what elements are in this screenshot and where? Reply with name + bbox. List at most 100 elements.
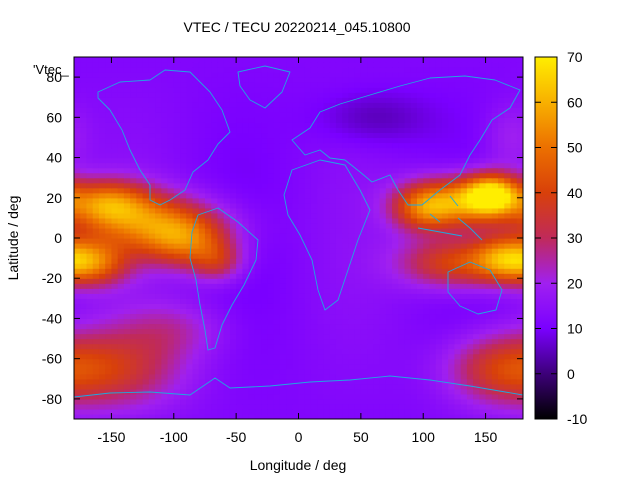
heatmap-cell [423,333,431,340]
heatmap-cell [348,112,356,118]
heatmap-cell [323,222,331,229]
heatmap-cell [385,303,393,309]
heatmap-cell [498,318,505,325]
heatmap-cell [254,243,262,249]
heatmap-cell [510,232,518,239]
heatmap-cell [98,393,106,400]
heatmap-cell [329,222,337,229]
heatmap-cell [323,353,331,360]
heatmap-cell [367,187,374,194]
heatmap-cell [410,263,418,269]
heatmap-cell [74,313,81,320]
heatmap-cell [435,117,443,123]
heatmap-cell [460,323,468,330]
heatmap-cell [111,248,119,254]
heatmap-cell [360,97,368,103]
heatmap-cell [211,333,219,340]
heatmap-cell [155,157,162,164]
heatmap-cell [404,182,412,189]
heatmap-cell [441,313,449,320]
heatmap-cell [404,167,412,174]
heatmap-cell [204,182,212,189]
heatmap-cell [186,92,194,98]
heatmap-cell [148,388,156,395]
heatmap-cell [267,102,275,108]
heatmap-cell [348,343,356,350]
heatmap-cell [317,383,325,390]
heatmap-cell [117,102,125,108]
heatmap-cell [142,222,150,229]
heatmap-cell [111,87,119,93]
heatmap-cell [261,97,268,103]
heatmap-cell [74,122,81,128]
heatmap-cell [342,323,349,330]
heatmap-cell [105,107,113,113]
heatmap-cell [342,288,349,294]
heatmap-cell [136,363,144,370]
heatmap-cell [86,273,94,279]
heatmap-cell [429,117,437,123]
heatmap-cell [80,112,88,118]
heatmap-cell [460,72,468,78]
heatmap-cell [298,217,306,224]
heatmap-cell [204,232,212,239]
heatmap-cell [448,313,456,320]
heatmap-cell [292,142,300,149]
heatmap-cell [416,182,424,189]
heatmap-cell [248,137,256,144]
heatmap-cell [441,363,449,370]
heatmap-cell [248,268,256,274]
heatmap-cell [167,398,175,405]
heatmap-cell [74,388,81,395]
heatmap-cell [498,363,505,370]
heatmap-cell [204,177,212,184]
heatmap-cell [342,308,349,315]
heatmap-cell [466,122,474,128]
heatmap-cell [460,212,468,219]
heatmap-cell [335,192,343,199]
heatmap-cell [198,393,206,400]
heatmap-cell [354,217,362,224]
heatmap-cell [392,298,399,304]
heatmap-cell [410,298,418,304]
heatmap-cell [498,222,505,229]
heatmap-cell [360,408,368,415]
heatmap-cell [173,373,181,380]
heatmap-cell [398,238,406,244]
heatmap-cell [342,177,349,184]
heatmap-cell [485,403,493,410]
heatmap-cell [392,147,399,154]
heatmap-cell [360,222,368,229]
heatmap-cell [211,187,219,194]
heatmap-cell [273,243,281,249]
heatmap-cell [74,278,81,284]
heatmap-cell [466,207,474,214]
heatmap-cell [173,378,181,385]
heatmap-cell [98,378,106,385]
heatmap-cell [329,398,337,405]
heatmap-cell [173,353,181,360]
heatmap-cell [304,187,312,194]
heatmap-cell [379,358,387,365]
heatmap-cell [167,318,175,325]
heatmap-cell [485,288,493,294]
heatmap-cell [217,388,225,395]
heatmap-cell [448,167,456,174]
heatmap-cell [117,398,125,405]
heatmap-cell [510,207,518,214]
heatmap-cell [448,373,456,380]
heatmap-cell [86,232,94,239]
heatmap-cell [217,127,225,134]
heatmap-cell [454,268,462,274]
heatmap-cell [198,87,206,93]
heatmap-cell [367,338,374,345]
heatmap-cell [198,283,206,289]
heatmap-cell [398,288,406,294]
heatmap-cell [360,127,368,134]
heatmap-cell [173,268,181,274]
heatmap-cell [360,192,368,199]
heatmap-cell [204,293,212,299]
heatmap-cell [473,303,480,309]
heatmap-cell [398,117,406,123]
heatmap-cell [130,72,137,78]
